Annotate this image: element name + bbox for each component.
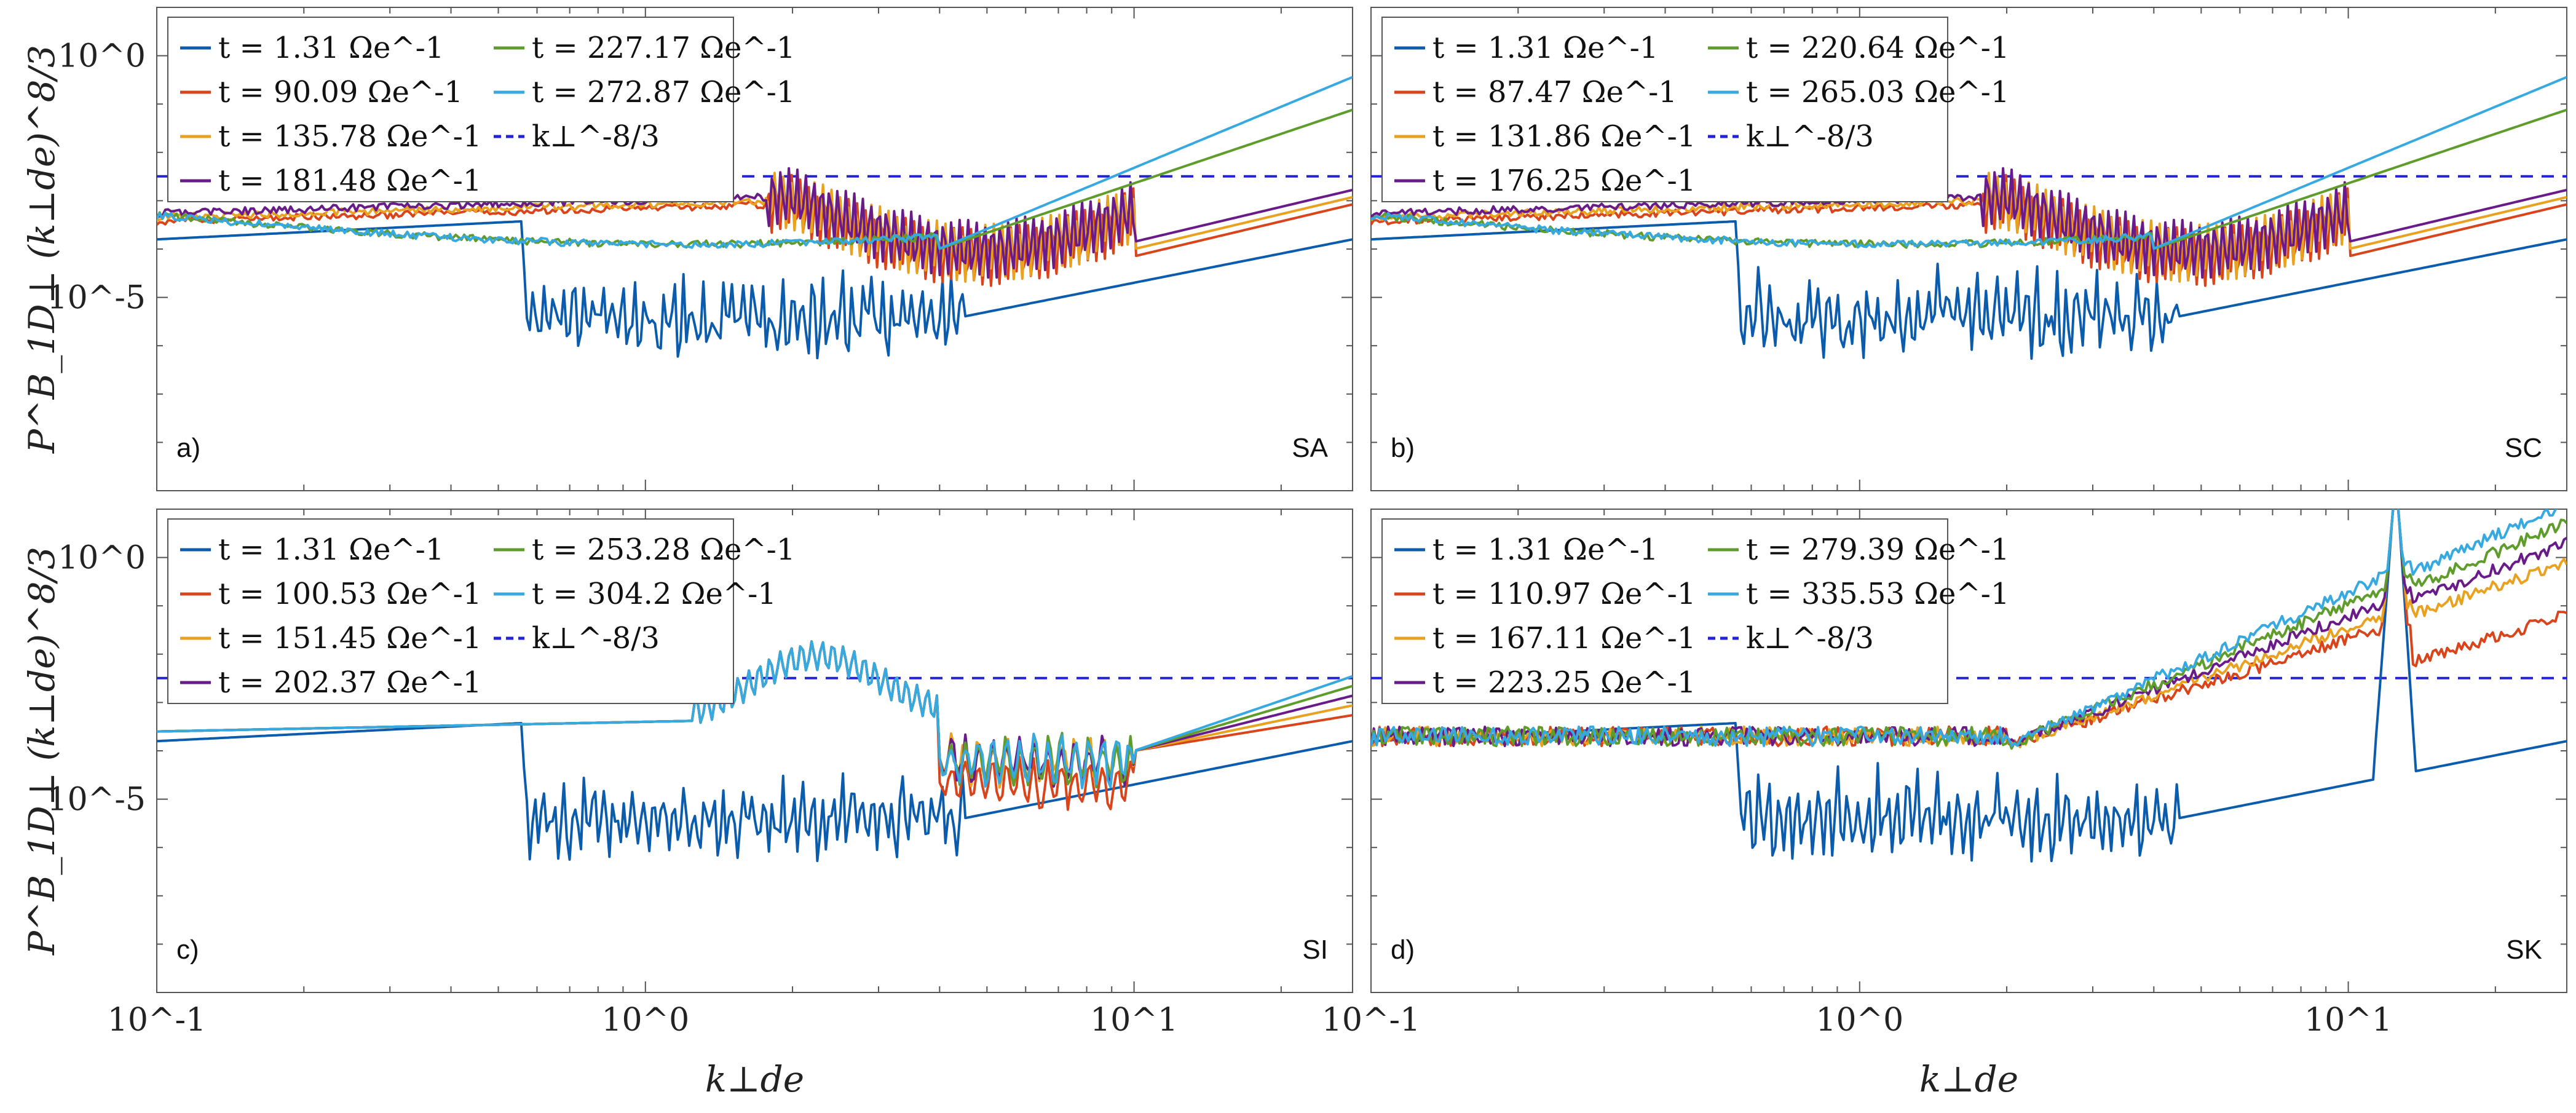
legend-entry: t = 90.09 Ωe^-1 <box>218 75 463 109</box>
legend-entry: t = 135.78 Ωe^-1 <box>218 119 481 154</box>
legend-entry: t = 131.86 Ωe^-1 <box>1432 119 1696 154</box>
legend-entry: t = 176.25 Ωe^-1 <box>1432 164 1696 198</box>
panel-sa: a) SA t = 1.31 Ωe^-1 t = 90.09 Ωe^-1 t = 135… <box>156 7 1353 491</box>
legend-entry: t = 181.48 Ωe^-1 <box>218 164 481 198</box>
legend-entry: t = 279.39 Ωe^-1 <box>1746 533 2009 567</box>
series-line-3 <box>1371 167 2567 279</box>
case-label: SI <box>1302 935 1328 965</box>
legend-entry: k⊥^-8/3 <box>1746 119 1874 154</box>
series-line-0 <box>157 722 1353 862</box>
series-line-5 <box>1371 76 2567 250</box>
x-tick-label: 10^0 <box>601 1002 689 1039</box>
legend-entry: t = 100.53 Ωe^-1 <box>218 577 481 611</box>
legend-entry: t = 253.28 Ωe^-1 <box>532 533 795 567</box>
x-tick-label: 10^-1 <box>1322 1002 1420 1039</box>
x-axis-label: k⊥de <box>1919 1058 2018 1100</box>
case-label: SK <box>2506 935 2542 965</box>
legend-entry: t = 110.97 Ωe^-1 <box>1432 577 1696 611</box>
legend-box <box>1381 17 1948 202</box>
case-label: SC <box>2505 433 2542 463</box>
series-line-5 <box>1371 509 2558 747</box>
y-tick-label: 10^-5 <box>47 782 146 818</box>
panel-sk: d) SK t = 1.31 Ωe^-1 t = 110.97 Ωe^-1 t = 16… <box>1370 509 2567 993</box>
legend-entry: k⊥^-8/3 <box>532 621 660 656</box>
panel-label: a) <box>176 433 200 463</box>
legend-entry: t = 227.17 Ωe^-1 <box>532 31 795 65</box>
legend-entry: t = 167.11 Ωe^-1 <box>1432 621 1696 656</box>
legend-entry: t = 151.45 Ωe^-1 <box>218 621 481 656</box>
series-line-5 <box>157 76 1353 250</box>
legend-box <box>167 518 734 704</box>
series-line-4 <box>1371 108 2567 250</box>
legend-box <box>167 17 734 202</box>
legend-entry: t = 220.64 Ωe^-1 <box>1746 31 2009 65</box>
y-axis-label: P^B_1D⊥ (k⊥de)^8/3 <box>21 45 63 454</box>
x-axis-label: k⊥de <box>705 1058 804 1100</box>
series-line-5 <box>157 640 1353 790</box>
case-label: SA <box>1292 433 1328 463</box>
series-line-3 <box>157 167 1353 279</box>
legend-entry: t = 1.31 Ωe^-1 <box>218 31 444 65</box>
series-line-4 <box>1371 509 2567 750</box>
panel-label: c) <box>176 935 199 965</box>
legend-entry: t = 304.2 Ωe^-1 <box>532 577 776 611</box>
legend-entry: k⊥^-8/3 <box>1746 621 1874 656</box>
panel-label: b) <box>1391 433 1415 463</box>
panel-si: c) SI t = 1.31 Ωe^-1 t = 100.53 Ωe^-1 t = 15… <box>156 509 1353 993</box>
legend-box <box>1381 518 1948 704</box>
y-tick-label: 10^-5 <box>47 280 146 317</box>
y-axis-label: P^B_1D⊥ (k⊥de)^8/3 <box>21 547 63 956</box>
legend-entry: t = 1.31 Ωe^-1 <box>1432 533 1658 567</box>
legend-entry: t = 202.37 Ωe^-1 <box>218 665 481 700</box>
y-tick-label: 10^0 <box>58 38 146 75</box>
panel-sc: b) SC t = 1.31 Ωe^-1 t = 87.47 Ωe^-1 t = 131… <box>1370 7 2567 491</box>
x-tick-label: 10^-1 <box>108 1002 206 1039</box>
legend-entry: k⊥^-8/3 <box>532 119 660 154</box>
series-line-4 <box>157 108 1353 250</box>
x-tick-label: 10^1 <box>2304 1002 2392 1039</box>
panel-label: d) <box>1391 935 1415 965</box>
legend-entry: t = 335.53 Ωe^-1 <box>1746 577 2009 611</box>
legend-entry: t = 272.87 Ωe^-1 <box>532 75 795 109</box>
legend-entry: t = 265.03 Ωe^-1 <box>1746 75 2009 109</box>
x-tick-label: 10^0 <box>1815 1002 1903 1039</box>
legend-entry: t = 223.25 Ωe^-1 <box>1432 665 1696 700</box>
x-tick-label: 10^1 <box>1090 1002 1178 1039</box>
y-tick-label: 10^0 <box>58 540 146 577</box>
series-line-2 <box>1371 172 2567 283</box>
legend-entry: t = 1.31 Ωe^-1 <box>1432 31 1658 65</box>
legend-entry: t = 1.31 Ωe^-1 <box>218 533 444 567</box>
legend-entry: t = 87.47 Ωe^-1 <box>1432 75 1677 109</box>
